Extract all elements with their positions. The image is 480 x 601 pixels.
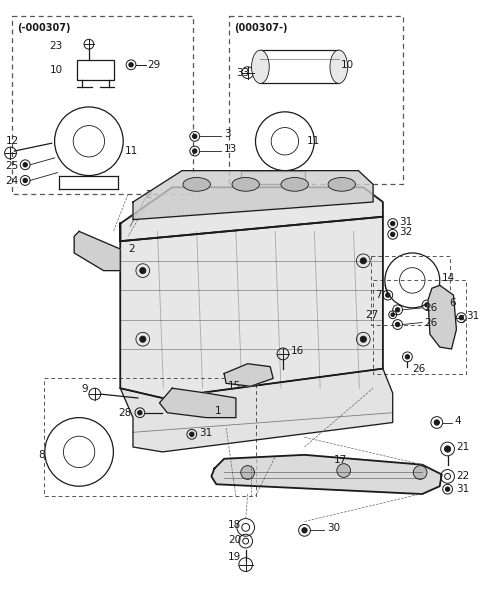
Circle shape (360, 258, 366, 264)
Circle shape (140, 267, 146, 273)
Circle shape (129, 63, 133, 67)
Circle shape (192, 134, 197, 139)
Text: 1: 1 (215, 406, 221, 416)
Text: 24: 24 (6, 177, 19, 186)
Text: 5: 5 (458, 314, 465, 325)
Text: 14: 14 (442, 273, 455, 284)
Text: 12: 12 (6, 136, 19, 146)
Text: 31: 31 (200, 429, 213, 438)
Circle shape (385, 293, 390, 297)
Text: 26: 26 (412, 364, 426, 374)
Text: 10: 10 (341, 60, 354, 70)
Circle shape (23, 162, 27, 167)
Ellipse shape (252, 50, 269, 84)
Text: 23: 23 (50, 41, 63, 51)
Text: 9: 9 (81, 384, 88, 394)
Circle shape (360, 336, 366, 343)
Circle shape (190, 432, 194, 436)
Polygon shape (120, 217, 383, 398)
Polygon shape (120, 368, 393, 452)
Circle shape (138, 410, 142, 415)
Circle shape (391, 313, 395, 317)
Text: 11: 11 (306, 136, 320, 146)
Circle shape (302, 528, 307, 533)
Ellipse shape (183, 177, 210, 191)
Text: 11: 11 (125, 146, 138, 156)
Polygon shape (120, 188, 383, 241)
Ellipse shape (281, 177, 309, 191)
Polygon shape (74, 231, 120, 270)
Text: 6: 6 (450, 298, 456, 308)
Text: 32: 32 (399, 227, 413, 237)
Text: 7: 7 (375, 290, 382, 300)
Text: 31: 31 (466, 311, 480, 321)
Text: 3: 3 (224, 129, 231, 139)
Polygon shape (133, 171, 373, 219)
Ellipse shape (232, 177, 259, 191)
Text: 29: 29 (148, 60, 161, 70)
Text: (-000307): (-000307) (17, 23, 71, 32)
Polygon shape (159, 388, 236, 418)
Text: 13: 13 (224, 144, 238, 154)
Text: 27: 27 (365, 310, 378, 320)
Text: 18: 18 (228, 520, 241, 531)
Circle shape (405, 355, 409, 359)
Text: (000307-): (000307-) (234, 23, 288, 32)
Circle shape (413, 466, 427, 480)
Polygon shape (224, 364, 273, 386)
Text: 26: 26 (424, 303, 437, 313)
Circle shape (391, 221, 395, 226)
Text: 28: 28 (118, 407, 132, 418)
Text: 30: 30 (327, 523, 340, 533)
Circle shape (391, 232, 395, 237)
Text: 31: 31 (399, 216, 413, 227)
Circle shape (241, 466, 254, 480)
Text: 19: 19 (228, 552, 241, 562)
Circle shape (444, 446, 451, 452)
Circle shape (459, 316, 464, 320)
Text: 26: 26 (424, 317, 437, 328)
Circle shape (337, 464, 350, 477)
Text: 8: 8 (38, 450, 45, 460)
Polygon shape (211, 455, 442, 494)
Circle shape (192, 149, 197, 153)
Text: 22: 22 (456, 471, 469, 481)
Circle shape (396, 308, 400, 312)
Circle shape (140, 336, 146, 343)
Text: 25: 25 (6, 160, 19, 171)
Ellipse shape (328, 177, 356, 191)
Text: 2: 2 (145, 190, 151, 200)
Text: 4: 4 (455, 415, 461, 426)
Circle shape (425, 303, 429, 307)
Polygon shape (428, 285, 456, 349)
Text: 17: 17 (334, 455, 347, 465)
Text: 2: 2 (128, 244, 135, 254)
Ellipse shape (330, 50, 348, 84)
Text: 20: 20 (228, 535, 241, 545)
Text: 15: 15 (228, 381, 241, 391)
Circle shape (396, 322, 400, 327)
Text: 33: 33 (236, 68, 249, 78)
Text: 16: 16 (291, 346, 304, 356)
Circle shape (434, 420, 440, 425)
Circle shape (445, 487, 450, 492)
Circle shape (23, 178, 27, 183)
Text: 21: 21 (456, 442, 469, 452)
Text: 10: 10 (50, 65, 63, 75)
Text: 31: 31 (456, 484, 469, 494)
